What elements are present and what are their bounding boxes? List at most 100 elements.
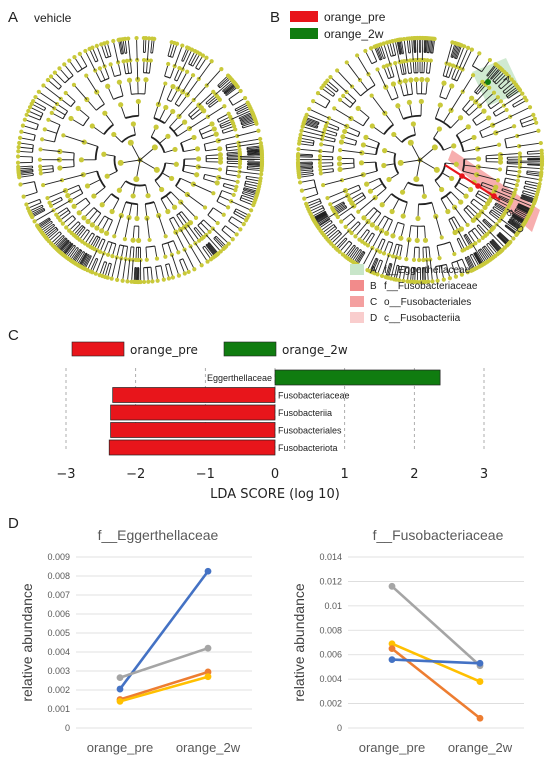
- tree-a-node-368: [211, 191, 216, 196]
- tree-a-node-490: [145, 193, 151, 199]
- tree-a-node-922: [20, 123, 26, 128]
- tree-a-branch-775: [50, 233, 62, 244]
- tree-a-branch-482: [175, 231, 185, 250]
- tree-a-branch-606: [103, 241, 109, 254]
- tree-b-arc-1144: [403, 93, 413, 97]
- tree-b-arc-352: [514, 208, 517, 212]
- tree-a-branch-618: [95, 253, 105, 274]
- tree-b-branch-697: [374, 259, 381, 274]
- tree-a-branch-957: [31, 103, 45, 111]
- tree-a-node-1: [151, 144, 158, 151]
- tree-a-node-812: [67, 197, 74, 204]
- tree-a-branch-998: [79, 53, 88, 67]
- tree-a-branch-320: [247, 167, 262, 170]
- panel-a-title: vehicle: [34, 11, 72, 25]
- tree-b-node-607: [414, 237, 420, 244]
- tree-b-branch-234: [527, 164, 542, 166]
- tree-a-node-768: [71, 203, 77, 209]
- tree-a-node-766: [76, 210, 82, 216]
- lda-bar-label-1: Fusobacteriaceae: [278, 391, 350, 401]
- tree-b-branch-908: [323, 179, 343, 186]
- tree-a-branch-616: [99, 261, 105, 276]
- tree-b-node-63: [487, 57, 493, 63]
- tree-a-node-382: [251, 203, 256, 208]
- tree-b-branch-993: [299, 137, 315, 142]
- tree-a-node-1067: [126, 36, 131, 41]
- tree-b-node-260: [515, 178, 520, 183]
- tree-a-node-581: [129, 279, 134, 284]
- clade-key-letter-d: D: [370, 313, 377, 324]
- tree-b-branch-1133: [375, 46, 382, 60]
- tree-b-branch-843: [317, 217, 330, 227]
- fuso-series-3-line: [391, 658, 481, 665]
- tree-b-branch-507: [484, 245, 494, 258]
- tree-a-branch-739: [57, 239, 68, 251]
- tree-b-node-1: [431, 144, 438, 151]
- tree-b-branch-582: [435, 216, 443, 238]
- lda-bar-label-0: Eggerthellaceae: [207, 373, 272, 383]
- tree-a-branch-121: [223, 83, 236, 93]
- tree-a-branch-66: [195, 55, 204, 68]
- tree-a-branch-791: [55, 207, 68, 216]
- tree-b-node-559: [460, 248, 465, 253]
- tree-a-branch-428: [215, 235, 227, 247]
- tree-a-arc-613: [104, 261, 107, 263]
- tree-b-node-1047: [407, 139, 414, 146]
- tree-b-arc-2: [433, 137, 445, 151]
- tree-a-branch-190: [223, 129, 236, 134]
- tree-a-node-335: [214, 180, 220, 186]
- tree-b-branch-619: [426, 259, 429, 282]
- tree-a-branch-681: [72, 249, 82, 263]
- tree-b-branch-597: [445, 264, 451, 279]
- tree-b-node-1090: [369, 93, 374, 98]
- tree-a-branch-584: [124, 217, 130, 240]
- tree-a-node-910: [40, 137, 45, 142]
- tree-a-node-1049: [121, 59, 126, 64]
- tree-b-node-1062: [355, 105, 361, 111]
- legend-b-swatch-post: [290, 28, 318, 39]
- tree-b-branch-1167: [394, 40, 401, 63]
- tree-b-branch-72: [474, 81, 483, 92]
- tree-b-branch-1240: [426, 60, 428, 73]
- tree-b-node-9: [437, 102, 443, 108]
- tree-a-node-986: [52, 70, 57, 75]
- tree-a-node-988: [57, 66, 62, 71]
- clade-key-name-b: f__Fusobacteriaceae: [384, 281, 478, 292]
- tree-a-branch-26: [169, 42, 175, 57]
- tree-b-branch-671: [392, 243, 397, 257]
- tree-a-arc-394: [207, 207, 214, 216]
- tree-b-node-1045: [307, 106, 312, 112]
- tree-b-branch-95: [494, 71, 505, 83]
- tree-a-arc-362: [175, 177, 182, 187]
- tree-a-node-337: [235, 179, 240, 184]
- tree-a-branch-311: [227, 165, 240, 168]
- tree-b-branch-369: [513, 213, 526, 222]
- tree-b-branch-121: [490, 100, 502, 110]
- tree-a-branch-1068: [136, 59, 139, 80]
- tree-a-node-93: [201, 108, 207, 114]
- tree-b-branch-768: [339, 240, 350, 253]
- tree-a-arc-399: [228, 216, 233, 222]
- tree-b-node-743: [369, 222, 375, 228]
- tree-a-node-525: [154, 256, 160, 261]
- clade-highlight-a: [472, 58, 522, 106]
- tree-b-branch-709: [376, 238, 383, 251]
- tree-a-arc-187: [221, 130, 224, 134]
- fuso-title: f__Fusobacteriaceae: [373, 527, 504, 543]
- tree-a-node-853: [18, 182, 23, 187]
- tree-b-branch-813: [325, 227, 337, 238]
- tree-a-node-426: [226, 241, 231, 246]
- tree-b-branch-86: [490, 67, 501, 79]
- tree-b-arc-736: [359, 249, 362, 251]
- lda-bar-3: [110, 422, 276, 438]
- tree-b-arc-871: [324, 210, 327, 213]
- tree-b-branch-1021: [304, 120, 318, 127]
- tree-a-branch-1064: [124, 38, 128, 54]
- tree-b-node-286: [463, 193, 469, 199]
- tree-a-branch-444: [195, 227, 204, 238]
- tree-a-branch-918: [21, 131, 36, 136]
- tree-a-branch-377: [241, 194, 256, 201]
- tree-a-branch-348: [223, 185, 236, 191]
- tree-b-branch-676: [393, 265, 398, 280]
